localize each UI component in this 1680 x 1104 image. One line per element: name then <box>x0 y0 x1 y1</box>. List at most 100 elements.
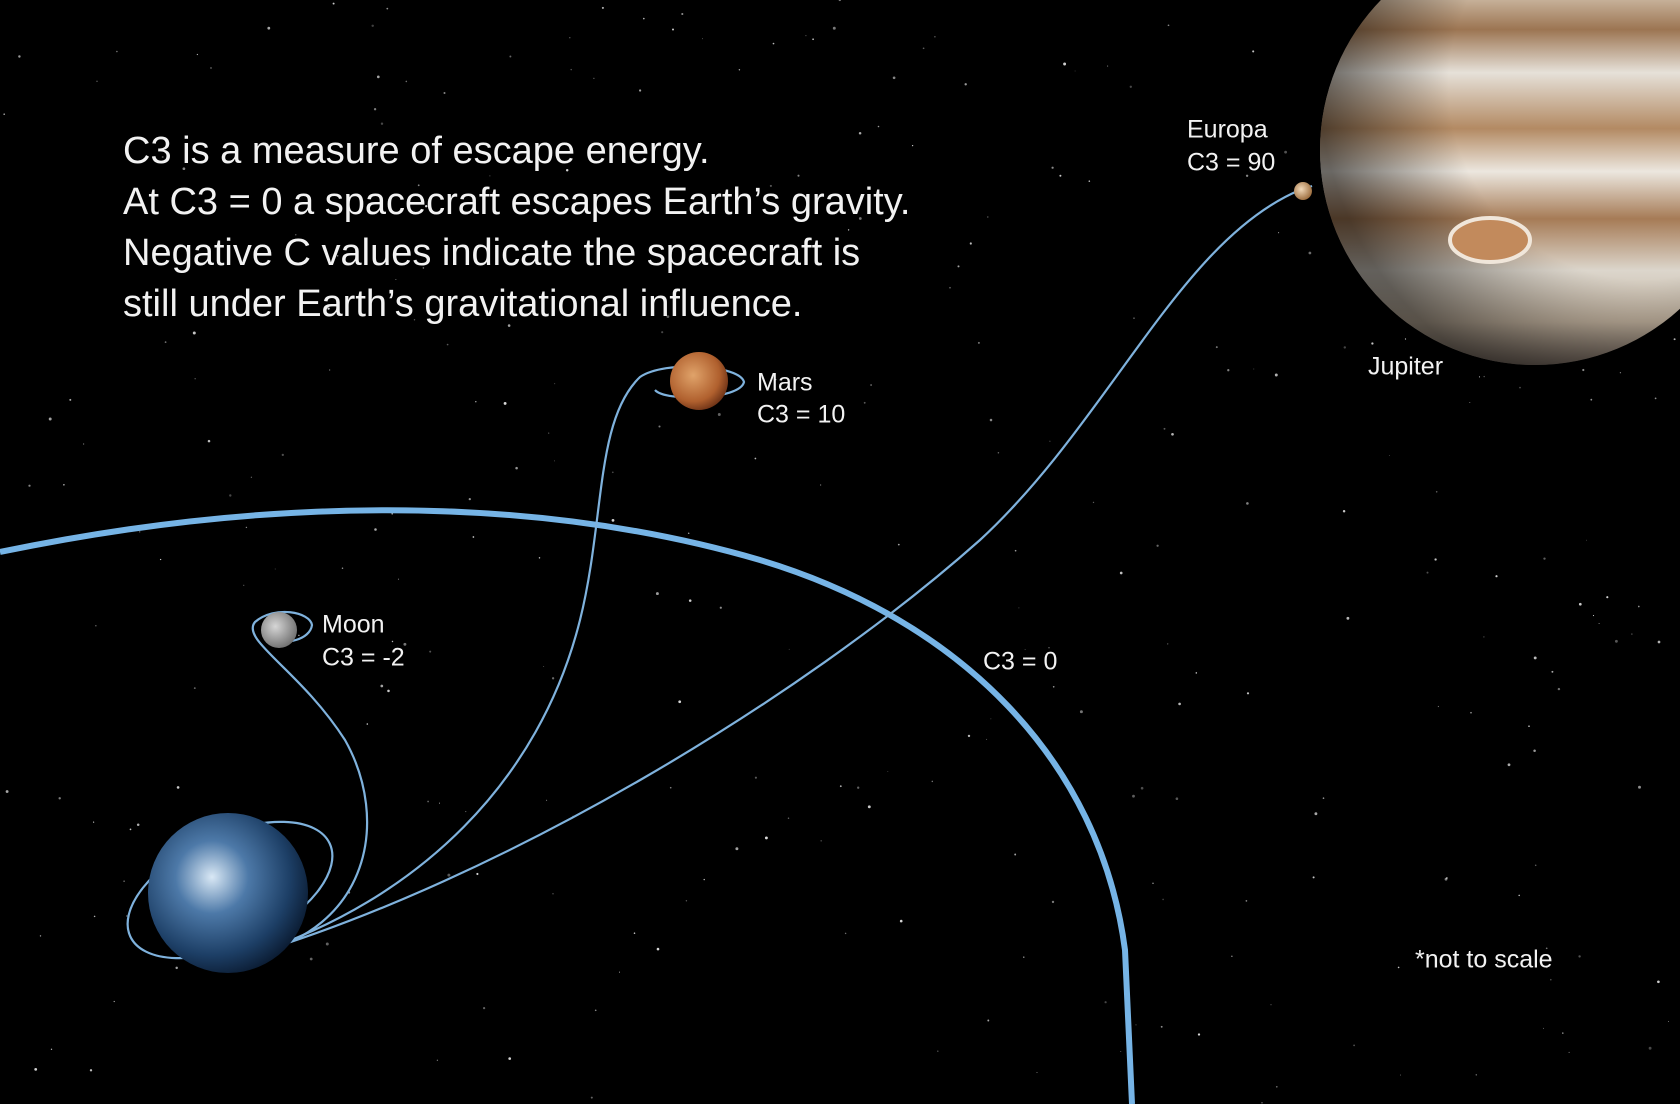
star <box>546 800 547 801</box>
star <box>1599 623 1600 624</box>
star <box>1132 795 1135 798</box>
star <box>1015 550 1017 552</box>
star <box>788 817 789 818</box>
star <box>175 967 177 969</box>
star <box>208 440 211 443</box>
star <box>1247 692 1249 694</box>
mars <box>670 352 728 410</box>
star <box>1674 338 1676 340</box>
star <box>83 444 84 445</box>
star <box>1152 883 1153 884</box>
star <box>137 824 140 827</box>
star <box>1167 643 1168 644</box>
star <box>1075 71 1076 72</box>
star <box>1261 1102 1263 1104</box>
star <box>1093 502 1094 503</box>
star <box>447 874 450 877</box>
star <box>1371 342 1373 344</box>
star <box>473 536 475 538</box>
star <box>820 485 821 486</box>
star <box>893 76 896 79</box>
star <box>267 27 270 30</box>
star <box>987 216 988 217</box>
star <box>1638 606 1640 608</box>
star <box>704 879 705 880</box>
star <box>1579 603 1582 606</box>
star <box>3 113 5 115</box>
intro-line: C3 is a measure of escape energy. <box>123 130 710 172</box>
star <box>539 557 540 558</box>
star <box>949 287 951 289</box>
star <box>1053 686 1055 688</box>
star <box>820 840 822 842</box>
star <box>126 915 127 916</box>
jupiter-label: Jupiter <box>1368 353 1443 381</box>
star <box>987 1020 989 1022</box>
star <box>1275 374 1278 377</box>
star <box>805 35 806 36</box>
star <box>755 458 757 460</box>
star <box>395 279 396 280</box>
star <box>1037 1072 1038 1073</box>
scale-note: *not to scale <box>1415 946 1553 974</box>
star <box>282 454 284 456</box>
star <box>123 880 125 882</box>
star <box>1309 252 1312 255</box>
star <box>1141 787 1144 790</box>
star <box>619 972 620 973</box>
star <box>718 413 721 416</box>
star <box>657 948 660 951</box>
star <box>1638 786 1641 789</box>
star <box>1508 763 1511 766</box>
star <box>864 402 866 404</box>
star <box>1276 1086 1278 1088</box>
star <box>1052 901 1054 903</box>
star <box>1657 980 1660 983</box>
star <box>194 687 196 689</box>
star <box>912 145 913 146</box>
star <box>552 677 554 679</box>
star <box>387 690 390 693</box>
star <box>1156 545 1158 547</box>
star <box>437 1060 438 1061</box>
star <box>1558 688 1560 690</box>
star <box>1018 607 1019 608</box>
star <box>381 122 383 124</box>
star <box>1168 24 1170 26</box>
star <box>688 533 690 535</box>
star <box>1196 672 1198 674</box>
star <box>210 67 211 68</box>
target-c3: C3 = -2 <box>322 644 405 672</box>
star <box>1578 955 1580 957</box>
star <box>90 1069 92 1071</box>
star <box>681 13 683 15</box>
star <box>612 519 615 522</box>
star <box>1586 540 1587 541</box>
intro-line: still under Earth’s gravitational influe… <box>123 283 802 325</box>
star <box>833 27 836 30</box>
star <box>326 943 329 946</box>
star <box>1278 232 1279 233</box>
star <box>1389 455 1390 456</box>
star <box>243 585 244 586</box>
star <box>1353 1045 1355 1047</box>
target-c3: C3 = 10 <box>757 401 845 429</box>
star <box>367 723 369 725</box>
star <box>483 1007 485 1009</box>
star <box>686 900 687 901</box>
star <box>333 3 335 5</box>
star <box>476 873 478 875</box>
great-red-spot <box>1450 218 1530 262</box>
star <box>857 787 859 789</box>
star <box>275 569 276 570</box>
star <box>160 559 161 560</box>
star <box>543 666 544 667</box>
star <box>970 242 972 244</box>
star <box>95 625 96 626</box>
star <box>475 401 476 402</box>
star <box>1130 86 1132 88</box>
star <box>116 51 118 53</box>
star <box>1606 596 1608 598</box>
intro: C3 is a measure of escape energy. At C3 … <box>123 130 910 325</box>
star <box>1246 900 1248 902</box>
